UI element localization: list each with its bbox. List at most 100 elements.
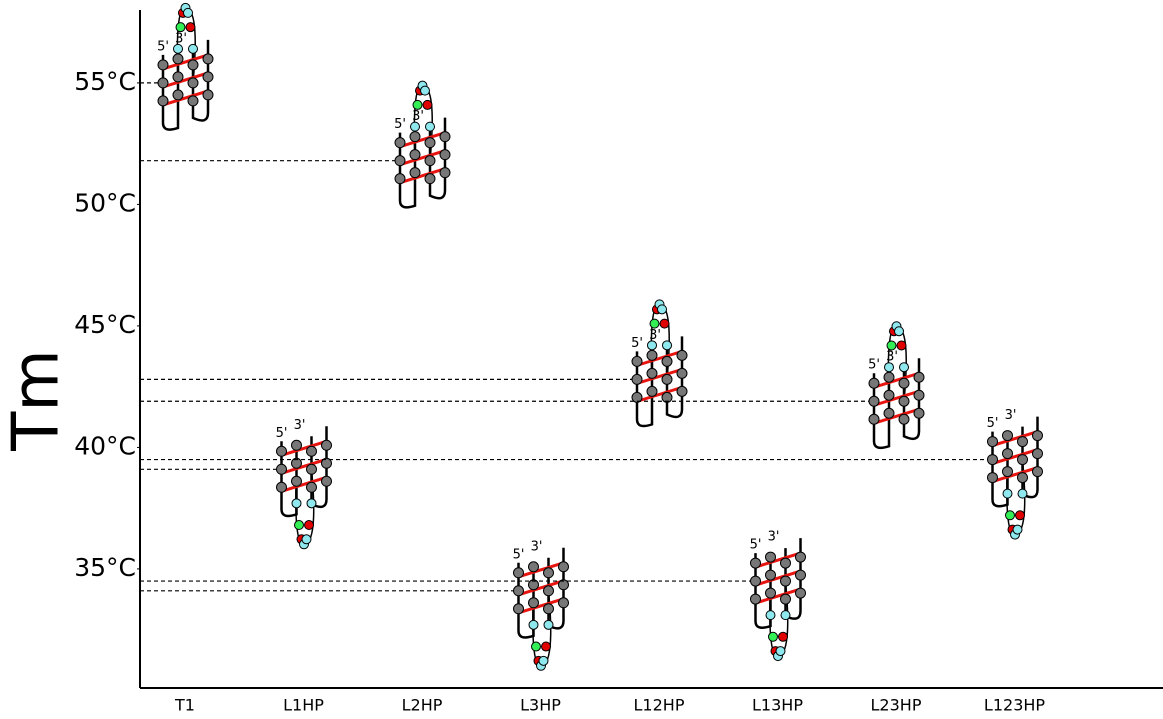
nucleotide [277,464,287,474]
nucleotide [869,378,879,388]
nucleotide [173,72,183,82]
quadruplex: 5' 3' [513,539,569,670]
loop-nucleotide [1013,525,1022,534]
loop-nucleotide [895,327,904,336]
nucleotide [796,552,806,562]
nucleotide [899,414,909,424]
loop-nucleotide [302,535,311,544]
strand-label: 5' [513,547,525,562]
loop-nucleotide [776,647,785,656]
quadruplex: 5'3' [157,3,213,129]
quadruplex: 5' 3' [276,418,332,549]
nucleotide [395,138,405,148]
strand-label: 3' [531,539,543,554]
nucleotide [425,138,435,148]
chart: Tm 35°C40°C45°C50°C55°CT15'3'L1HP5'3'L2H… [0,0,1163,719]
nucleotide [988,455,998,465]
tetrad-bond [993,432,1038,446]
nucleotide [988,437,998,447]
y-tick-label: 55°C [74,67,136,96]
quadruplex: 5'3' [987,408,1043,539]
loop-nucleotide [426,122,435,131]
nucleotide [425,156,435,166]
strand-label: 3' [294,418,306,433]
loop-nucleotide [423,100,432,109]
nucleotide [410,150,420,160]
nucleotide [766,552,776,562]
x-tick-label: L12HP [634,696,685,715]
quadruplex: 5' 3' [394,81,450,207]
nucleotide [514,586,524,596]
y-axis-title: Tm [0,349,74,451]
strand-label: 5' [987,416,999,431]
loop-nucleotide [544,620,553,629]
loop-nucleotide [650,319,659,328]
strand-label: 5' [157,39,169,54]
loop-nucleotide [663,341,672,350]
nucleotide [529,598,539,608]
nucleotide [1033,467,1043,477]
tetrad-bond [993,468,1038,482]
x-tick-label: L123HP [984,696,1045,715]
nucleotide [440,150,450,160]
nucleotide [559,562,569,572]
strand-label: 3' [412,109,424,124]
nucleotide [884,372,894,382]
nucleotide [632,356,642,366]
tetrad-bond [637,387,682,401]
nucleotide [410,132,420,142]
loop-nucleotide [307,499,316,508]
nucleotide [647,350,657,360]
x-tick-label: L1HP [283,696,324,715]
loop-nucleotide [900,363,909,372]
y-tick-label: 40°C [74,431,136,460]
tetrad-bond [637,351,682,365]
x-tick-label: L2HP [402,696,443,715]
nucleotide [203,54,213,64]
tetrad-bond [163,91,208,105]
nucleotide [292,476,302,486]
nucleotide [307,464,317,474]
nucleotide [796,570,806,580]
loop-nucleotide [176,23,185,32]
nucleotide [544,604,554,614]
nucleotide [203,72,213,82]
loop-nucleotide [769,632,778,641]
nucleotide [410,168,420,178]
x-tick-label: L23HP [871,696,922,715]
nucleotide [914,372,924,382]
loop-nucleotide [542,642,551,651]
nucleotide [914,408,924,418]
strand-label: 5' [394,117,406,132]
tetrad-bond [282,477,327,491]
nucleotide [307,482,317,492]
nucleotide [188,60,198,70]
loop-nucleotide [529,620,538,629]
strand-label: 5' [631,336,643,351]
nucleotide [307,446,317,456]
loop-nucleotide [887,341,896,350]
strand-label: 3' [886,350,898,365]
loop-nucleotide [413,100,422,109]
nucleotide [988,473,998,483]
nucleotide [781,576,791,586]
nucleotide [781,594,791,604]
strand-label: 5' [276,426,288,441]
nucleotide [173,90,183,100]
nucleotide [440,168,450,178]
nucleotide [322,440,332,450]
loop-nucleotide [305,521,314,530]
nucleotide [899,396,909,406]
tetrad-bond [637,369,682,383]
nucleotide [869,414,879,424]
tetrad-bond [874,373,919,387]
nucleotide [425,174,435,184]
nucleotide [914,390,924,400]
nucleotide [395,156,405,166]
strand-label: 3' [768,530,780,545]
nucleotide [1018,437,1028,447]
nucleotide [277,446,287,456]
nucleotide [677,350,687,360]
tetrad-bond [400,133,445,147]
loop-nucleotide [532,642,541,651]
